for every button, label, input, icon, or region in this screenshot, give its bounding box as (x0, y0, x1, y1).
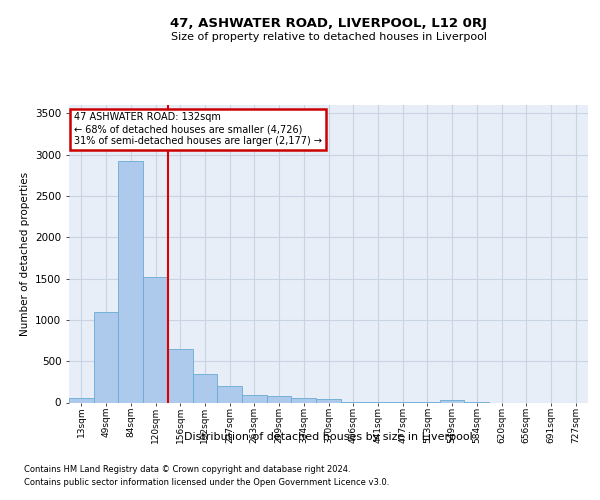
Bar (316, 399, 341, 402)
Bar (118, 161, 143, 402)
Text: Contains public sector information licensed under the Open Government Licence v3: Contains public sector information licen… (24, 478, 389, 487)
Text: 47 ASHWATER ROAD: 132sqm
← 68% of detached houses are smaller (4,726)
31% of sem: 47 ASHWATER ROAD: 132sqm ← 68% of detach… (74, 112, 322, 146)
Bar (440, 400, 464, 402)
Bar (292, 398, 316, 402)
Bar (217, 386, 242, 402)
Bar (242, 394, 267, 402)
Bar (168, 349, 193, 403)
Bar (267, 396, 292, 402)
Bar (94, 312, 118, 402)
Text: Distribution of detached houses by size in Liverpool: Distribution of detached houses by size … (184, 432, 473, 442)
Y-axis label: Number of detached properties: Number of detached properties (20, 172, 29, 336)
Bar (143, 277, 168, 402)
Bar (69, 398, 94, 402)
Text: 47, ASHWATER ROAD, LIVERPOOL, L12 0RJ: 47, ASHWATER ROAD, LIVERPOOL, L12 0RJ (170, 18, 487, 30)
Bar (193, 374, 217, 402)
Text: Size of property relative to detached houses in Liverpool: Size of property relative to detached ho… (171, 32, 487, 42)
Text: Contains HM Land Registry data © Crown copyright and database right 2024.: Contains HM Land Registry data © Crown c… (24, 466, 350, 474)
